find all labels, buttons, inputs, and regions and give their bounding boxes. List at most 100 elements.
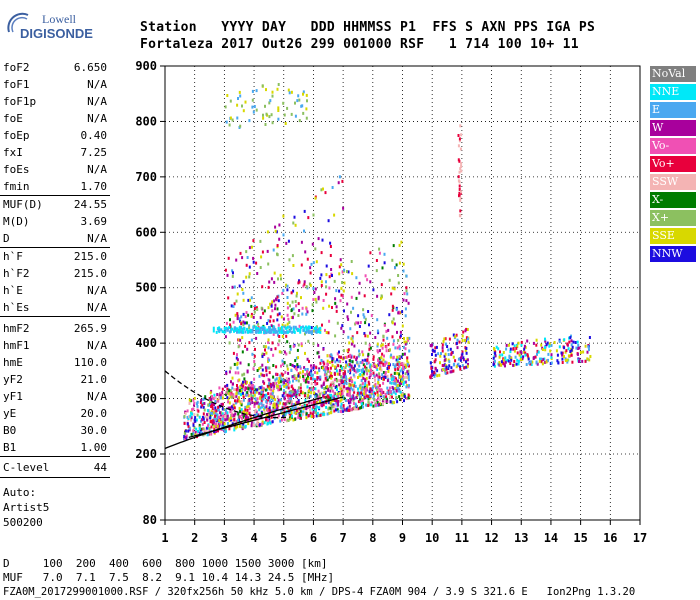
- data-point: [307, 414, 310, 417]
- data-point: [253, 402, 256, 406]
- data-point: [287, 88, 290, 92]
- data-point: [189, 414, 192, 418]
- data-point: [405, 274, 408, 278]
- data-point: [393, 377, 395, 381]
- data-point: [245, 393, 248, 397]
- data-point: [364, 365, 366, 369]
- data-point: [277, 404, 280, 408]
- data-point: [368, 382, 371, 386]
- data-point: [444, 369, 446, 373]
- data-point: [274, 328, 277, 332]
- data-point: [286, 393, 289, 397]
- data-point: [353, 364, 356, 368]
- data-point: [353, 344, 356, 348]
- data-point: [294, 359, 297, 363]
- data-point: [407, 372, 410, 376]
- data-point: [498, 363, 501, 367]
- data-point: [305, 116, 308, 120]
- data-point: [280, 315, 283, 319]
- data-point: [387, 389, 390, 393]
- data-point: [396, 367, 399, 371]
- data-point: [316, 371, 319, 375]
- data-point: [297, 302, 300, 306]
- data-point: [380, 283, 383, 287]
- data-point: [429, 361, 432, 365]
- data-point: [322, 360, 325, 364]
- data-point: [257, 405, 260, 409]
- data-point: [314, 297, 317, 301]
- data-point: [255, 326, 258, 330]
- data-point: [393, 287, 396, 291]
- data-point: [443, 337, 446, 341]
- data-point: [286, 364, 289, 368]
- data-point: [433, 360, 436, 364]
- data-point: [260, 422, 263, 426]
- data-point: [347, 317, 350, 321]
- data-point: [343, 408, 346, 412]
- data-point: [293, 215, 296, 219]
- data-point: [361, 359, 364, 363]
- data-point: [524, 353, 527, 357]
- data-point: [209, 411, 212, 415]
- data-point: [362, 376, 365, 380]
- data-point: [376, 294, 379, 298]
- data-point: [303, 366, 306, 370]
- data-point: [317, 389, 320, 393]
- data-point: [199, 401, 202, 405]
- data-point: [215, 418, 218, 422]
- data-point: [267, 360, 269, 363]
- data-point: [228, 370, 231, 374]
- data-point: [214, 414, 217, 418]
- data-point: [294, 101, 296, 105]
- data-point: [349, 394, 352, 398]
- data-point: [219, 394, 222, 398]
- data-point: [339, 409, 342, 413]
- data-point: [322, 347, 325, 351]
- data-point: [258, 416, 261, 420]
- data-point: [210, 398, 213, 401]
- data-point: [241, 373, 244, 377]
- data-point: [390, 381, 393, 385]
- data-point: [387, 328, 390, 332]
- data-point: [247, 313, 250, 317]
- data-point: [394, 392, 397, 396]
- y-tick-label: 500: [135, 281, 157, 295]
- data-point: [231, 285, 234, 289]
- data-point: [355, 370, 358, 374]
- data-point: [351, 396, 354, 400]
- data-point: [396, 355, 399, 359]
- data-point: [264, 329, 267, 333]
- data-point: [361, 385, 364, 389]
- data-point: [292, 344, 295, 348]
- data-point: [343, 383, 345, 387]
- data-point: [267, 330, 270, 334]
- data-point: [384, 371, 387, 374]
- data-point: [232, 305, 235, 308]
- data-point: [261, 373, 264, 377]
- data-point: [349, 368, 352, 372]
- data-point: [256, 308, 259, 311]
- data-point: [215, 429, 217, 433]
- data-point: [386, 379, 389, 383]
- data-point: [183, 432, 186, 436]
- data-point: [341, 392, 344, 396]
- data-point: [586, 350, 589, 354]
- data-point: [458, 187, 461, 191]
- data-point: [240, 408, 243, 412]
- data-point: [249, 298, 251, 302]
- data-point: [328, 275, 331, 279]
- data-point: [406, 336, 409, 340]
- data-point: [444, 352, 447, 356]
- data-point: [567, 347, 570, 351]
- data-point: [380, 391, 383, 395]
- data-point: [306, 99, 308, 103]
- data-point: [465, 358, 468, 362]
- data-point: [515, 362, 518, 366]
- data-point: [314, 408, 317, 412]
- data-point: [561, 361, 564, 364]
- data-point: [236, 314, 239, 318]
- data-point: [218, 419, 221, 423]
- data-point: [292, 289, 295, 293]
- data-point: [434, 358, 437, 362]
- data-point: [226, 383, 229, 387]
